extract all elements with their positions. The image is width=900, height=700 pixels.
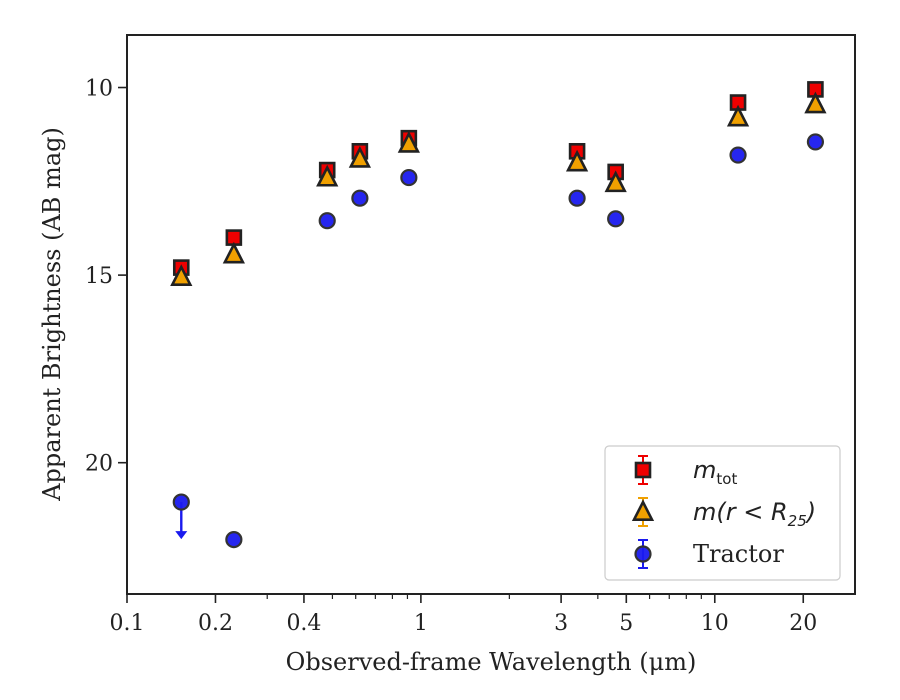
- x-tick-label: 0.2: [198, 611, 233, 636]
- legend-box: [604, 445, 841, 581]
- legend-marker-triangle: [631, 499, 655, 521]
- y-tick-label: 15: [85, 264, 113, 289]
- x-tick-label: 10: [701, 611, 729, 636]
- x-tick-label: 5: [619, 611, 633, 636]
- data-point-circle: [400, 168, 418, 187]
- y-axis-title: Apparent Brightness (AB mag): [38, 127, 66, 502]
- data-point-triangle: [316, 164, 339, 187]
- x-axis-title: Observed-frame Wavelength (μm): [286, 648, 697, 676]
- data-point-triangle: [222, 241, 245, 264]
- plot-frame: [126, 34, 856, 595]
- y-tick-label: 10: [85, 77, 113, 102]
- x-tick-label: 20: [789, 611, 817, 636]
- data-point-circle: [318, 212, 336, 230]
- plot-area: [170, 81, 827, 549]
- data-point-triangle: [397, 131, 420, 153]
- x-tick-label: 3: [554, 611, 568, 636]
- data-point-triangle: [348, 146, 372, 168]
- data-point-triangle: [726, 104, 750, 127]
- data-point-circle: [806, 133, 825, 151]
- data-point-triangle: [170, 264, 193, 286]
- y-tick-label: 20: [85, 452, 113, 477]
- data-point-circle: [225, 531, 243, 549]
- x-tick-label: 1: [414, 611, 428, 636]
- legend: mtot m(r < R25) Tractor: [604, 445, 841, 581]
- x-tick-label: 0.1: [110, 611, 145, 636]
- data-point-triangle: [604, 170, 627, 193]
- data-point-circle: [729, 146, 747, 164]
- x-tick-label: 0.4: [286, 611, 321, 636]
- legend-label: mtot: [693, 456, 737, 488]
- legend-label: m(r < R25): [693, 498, 816, 530]
- legend-label: Tractor: [693, 540, 784, 568]
- data-point-triangle: [565, 149, 589, 172]
- legend-marker-circle: [634, 545, 652, 563]
- data-point-circle: [172, 493, 190, 511]
- axes: 0.1 0.2 0.4 1 3 5 10 20 10 15 20: [85, 34, 856, 636]
- data-point-circle: [351, 189, 369, 207]
- data-point-circle: [607, 210, 625, 228]
- data-point-triangle: [804, 91, 827, 114]
- upper-limit-arrowhead: [175, 531, 188, 540]
- data-point-circle: [568, 189, 586, 207]
- legend-marker-square: [634, 461, 652, 479]
